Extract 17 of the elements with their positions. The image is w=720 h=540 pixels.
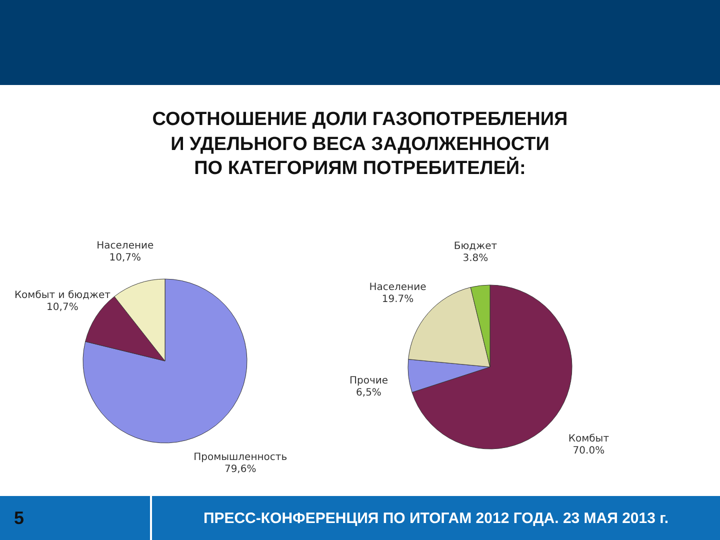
data-label: 6,5%	[356, 387, 382, 398]
slice-label: Бюджет	[454, 240, 498, 252]
text: 5	[0, 496, 150, 540]
data-label: 70.0%	[572, 446, 605, 457]
data-label: 19.7%	[382, 294, 414, 306]
slice-label: Прочие	[349, 375, 388, 386]
data-label: 3.8%	[462, 252, 488, 264]
slice-label: Население	[369, 282, 426, 294]
text: ПРЕСС-КОНФЕРЕНЦИЯ ПО ИТОГАМ 2012 ГОДА. 23 МАЯ 2013 г.	[152, 496, 720, 540]
slice-label: Промышленность	[194, 452, 288, 463]
slice-label: Население	[96, 240, 154, 252]
data-label: 10,7%	[109, 252, 142, 264]
slice-label: Комбыт	[568, 434, 610, 445]
slice-label: Комбыт и бюджет	[14, 290, 111, 301]
data-label: 10,7%	[46, 302, 78, 313]
text: СООТНОШЕНИЕ ДОЛИ ГАЗОПОТРЕБЛЕНИЯ И УДЕЛЬНОГО ВЕСА ЗАДОЛЖЕННОСТИ ПО КАТЕГОРИЯМ ПОТРЕБИТЕЛЕЙ:	[151, 108, 569, 182]
data-label: 79,6%	[224, 464, 256, 475]
